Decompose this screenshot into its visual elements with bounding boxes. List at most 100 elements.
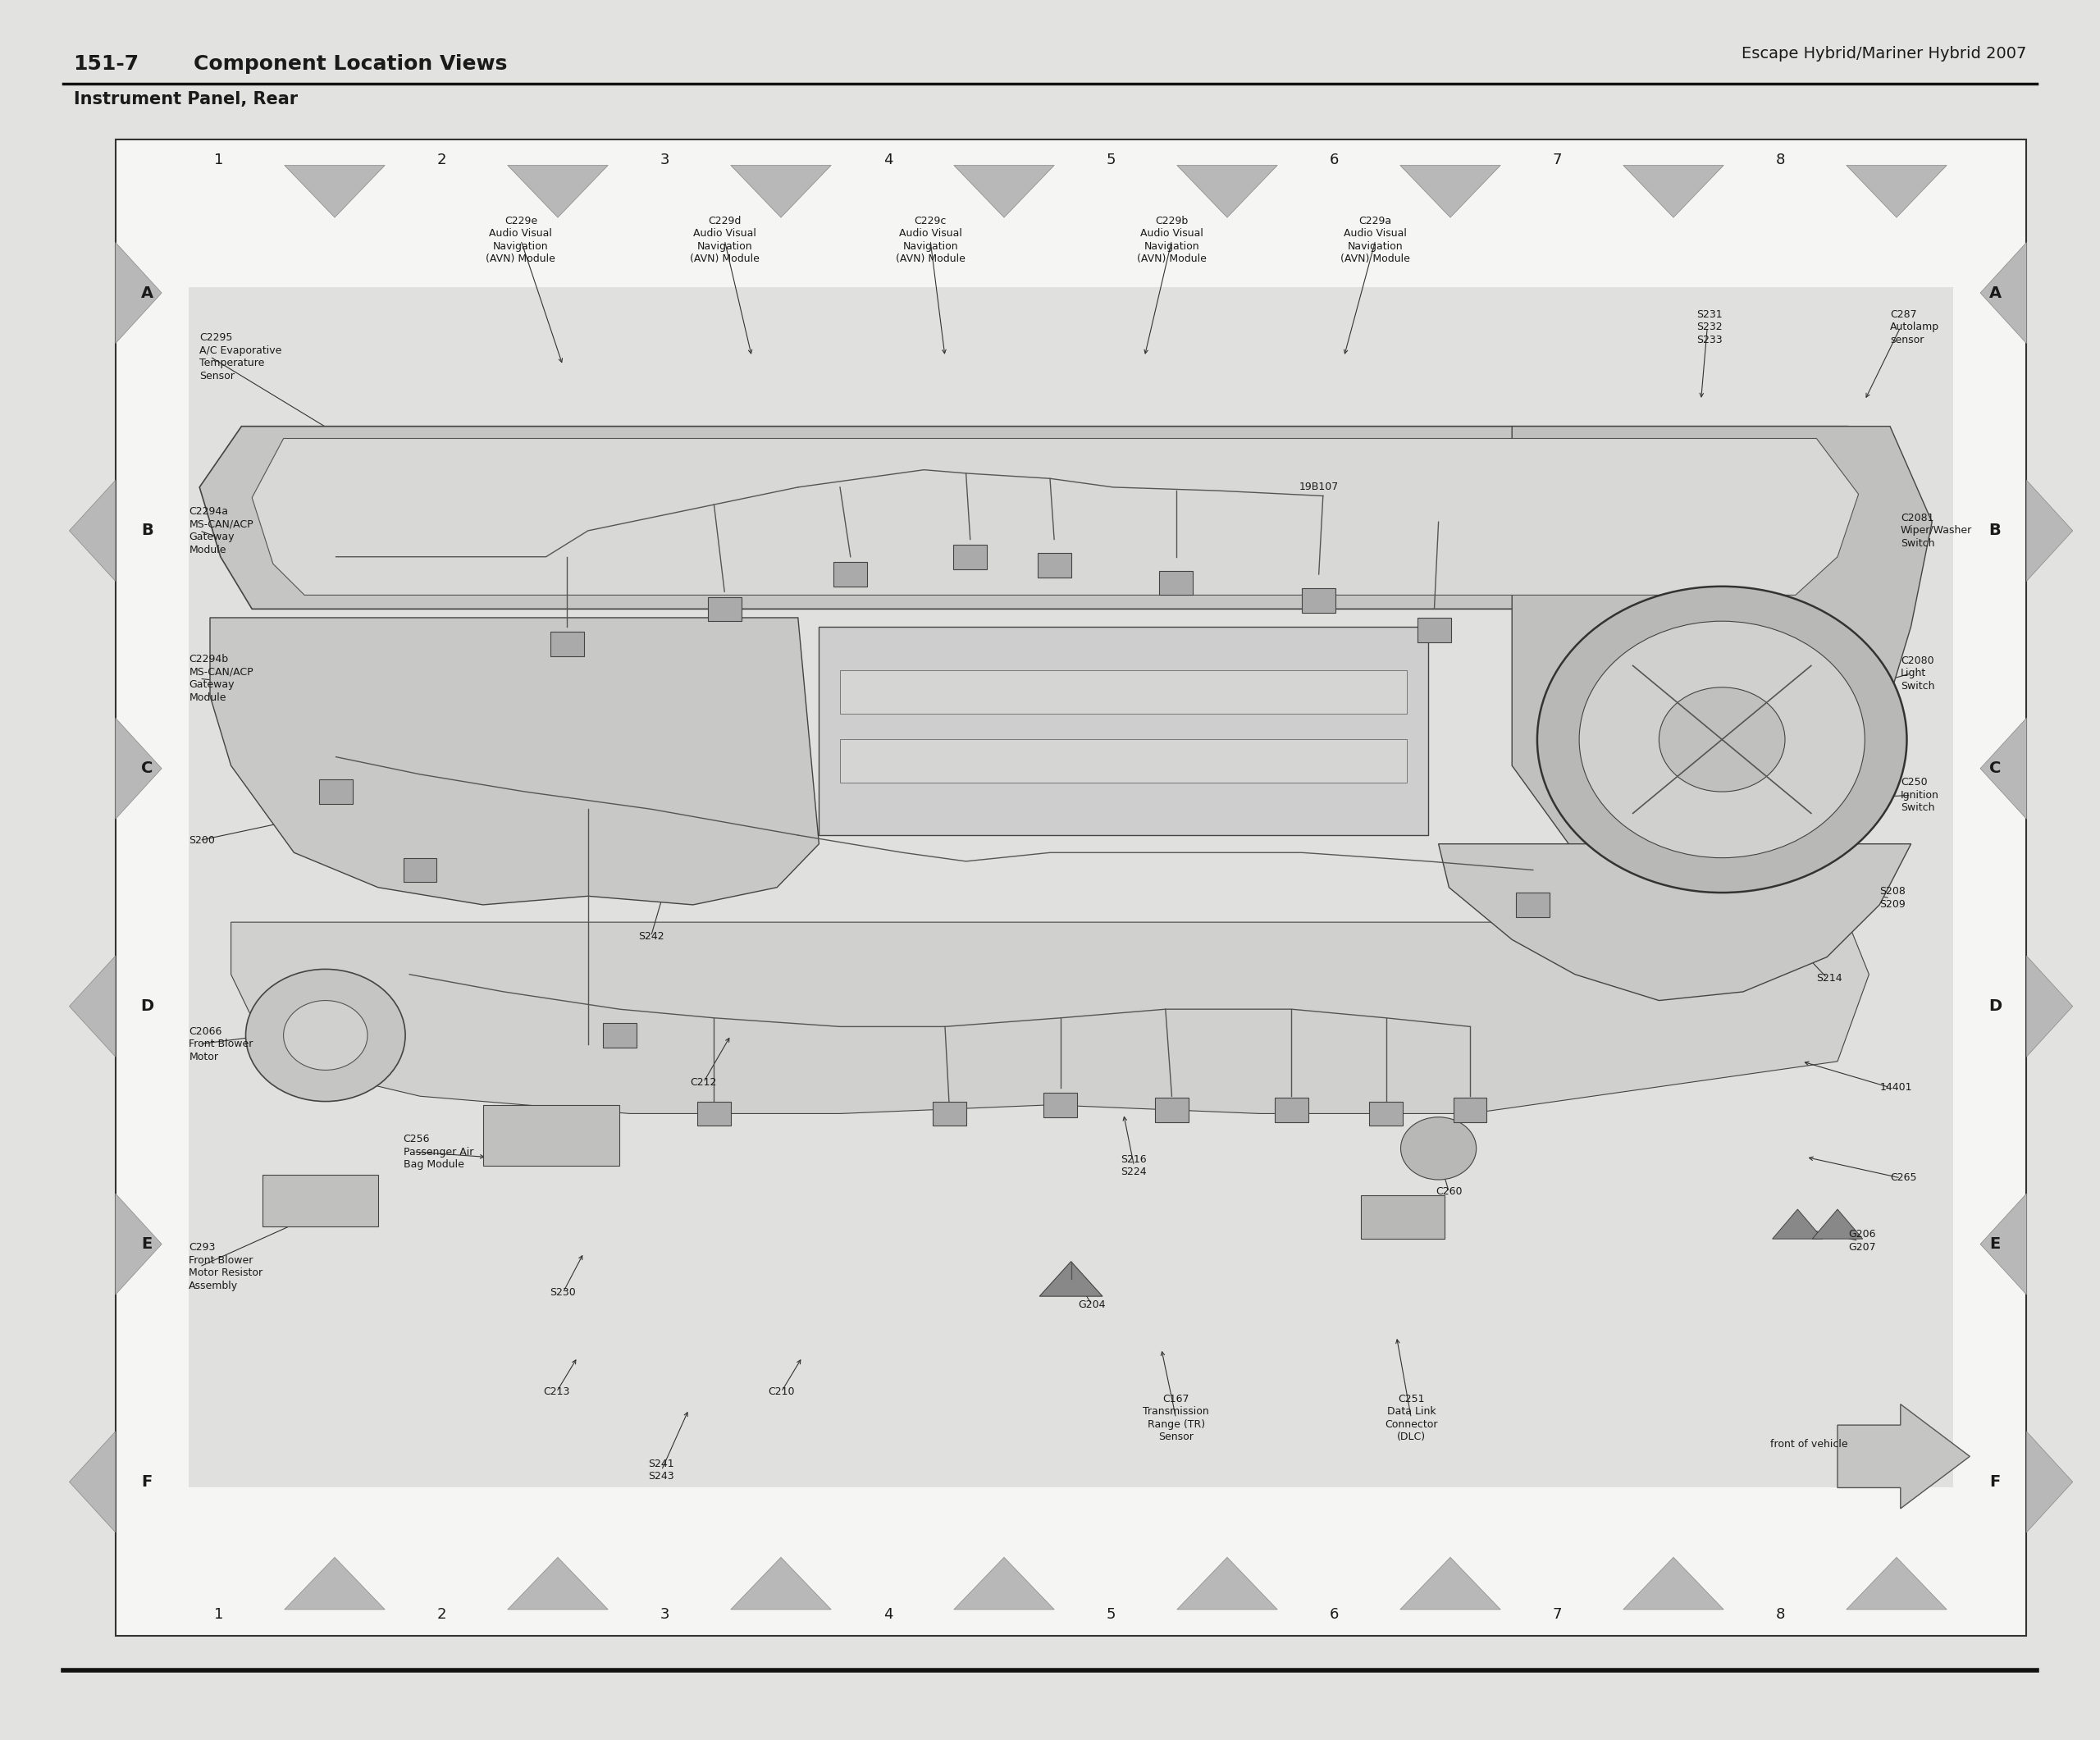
Text: C287
Autolamp
sensor: C287 Autolamp sensor xyxy=(1890,310,1938,345)
Polygon shape xyxy=(116,1194,162,1295)
Bar xyxy=(483,1105,620,1166)
Polygon shape xyxy=(284,1557,384,1610)
Bar xyxy=(840,740,1407,783)
Text: 3: 3 xyxy=(659,1608,670,1622)
Polygon shape xyxy=(1846,165,1947,218)
Text: S241
S243: S241 S243 xyxy=(649,1458,674,1482)
Text: S216
S224: S216 S224 xyxy=(1121,1154,1147,1178)
Bar xyxy=(932,1101,966,1126)
Text: S208
S209: S208 S209 xyxy=(1879,886,1905,910)
Polygon shape xyxy=(508,165,609,218)
Text: E: E xyxy=(1989,1237,2001,1251)
Polygon shape xyxy=(231,922,1869,1114)
Circle shape xyxy=(1659,687,1785,792)
Bar xyxy=(1302,588,1336,612)
Polygon shape xyxy=(508,1557,609,1610)
Polygon shape xyxy=(1512,426,1932,887)
Text: C251
Data Link
Connector
(DLC): C251 Data Link Connector (DLC) xyxy=(1384,1394,1438,1442)
Polygon shape xyxy=(69,480,116,581)
Circle shape xyxy=(1537,586,1907,893)
Text: 5: 5 xyxy=(1107,153,1115,167)
Text: E: E xyxy=(141,1237,153,1251)
Text: C210: C210 xyxy=(769,1387,794,1397)
Polygon shape xyxy=(1040,1262,1102,1296)
Text: 19B107: 19B107 xyxy=(1300,482,1338,492)
Text: D: D xyxy=(1989,999,2001,1014)
Polygon shape xyxy=(2026,955,2073,1056)
Text: C229a
Audio Visual
Navigation
(AVN) Module: C229a Audio Visual Navigation (AVN) Modu… xyxy=(1340,216,1411,264)
Polygon shape xyxy=(1772,1209,1823,1239)
Polygon shape xyxy=(116,719,162,820)
Polygon shape xyxy=(116,242,162,343)
Text: 4: 4 xyxy=(884,153,892,167)
Text: D: D xyxy=(141,999,153,1014)
Text: S242: S242 xyxy=(638,931,664,941)
Polygon shape xyxy=(731,165,832,218)
Text: C2294a
MS-CAN/ACP
Gateway
Module: C2294a MS-CAN/ACP Gateway Module xyxy=(189,506,254,555)
Polygon shape xyxy=(210,618,819,905)
Polygon shape xyxy=(1438,844,1911,1000)
Circle shape xyxy=(1401,1117,1476,1180)
Text: C: C xyxy=(1989,760,2001,776)
Text: 4: 4 xyxy=(884,1608,892,1622)
Text: C2081
Wiper/Washer
Switch: C2081 Wiper/Washer Switch xyxy=(1901,513,1972,548)
Text: B: B xyxy=(1989,524,2001,538)
Text: C167
Transmission
Range (TR)
Sensor: C167 Transmission Range (TR) Sensor xyxy=(1142,1394,1210,1442)
Text: C260: C260 xyxy=(1436,1187,1462,1197)
Text: C2295
A/C Evaporative
Temperature
Sensor: C2295 A/C Evaporative Temperature Sensor xyxy=(200,332,281,381)
Circle shape xyxy=(284,1000,368,1070)
Bar xyxy=(1275,1098,1308,1122)
Bar xyxy=(840,670,1407,713)
Text: C293
Front Blower
Motor Resistor
Assembly: C293 Front Blower Motor Resistor Assembl… xyxy=(189,1242,262,1291)
Text: C229d
Audio Visual
Navigation
(AVN) Module: C229d Audio Visual Navigation (AVN) Modu… xyxy=(689,216,760,264)
Bar xyxy=(1453,1098,1487,1122)
Text: 2: 2 xyxy=(437,153,447,167)
Text: C229c
Audio Visual
Navigation
(AVN) Module: C229c Audio Visual Navigation (AVN) Modu… xyxy=(895,216,966,264)
Text: 6: 6 xyxy=(1329,1608,1340,1622)
Bar xyxy=(1159,571,1193,595)
Text: 8: 8 xyxy=(1777,153,1785,167)
Polygon shape xyxy=(1980,719,2026,820)
Text: Instrument Panel, Rear: Instrument Panel, Rear xyxy=(74,90,298,108)
Bar xyxy=(1037,553,1071,578)
Text: C212: C212 xyxy=(691,1077,716,1088)
Bar xyxy=(953,545,987,569)
Text: C213: C213 xyxy=(544,1387,569,1397)
Bar xyxy=(1044,1093,1077,1117)
Polygon shape xyxy=(953,1557,1054,1610)
Text: front of vehicle: front of vehicle xyxy=(1770,1439,1848,1449)
Text: A: A xyxy=(141,285,153,301)
Polygon shape xyxy=(1846,1557,1947,1610)
Text: C2294b
MS-CAN/ACP
Gateway
Module: C2294b MS-CAN/ACP Gateway Module xyxy=(189,654,254,703)
Bar xyxy=(262,1175,378,1227)
Bar xyxy=(697,1101,731,1126)
Bar xyxy=(189,287,1953,1488)
Text: 8: 8 xyxy=(1777,1608,1785,1622)
Text: C265: C265 xyxy=(1890,1173,1917,1183)
Text: Escape Hybrid/Mariner Hybrid 2007: Escape Hybrid/Mariner Hybrid 2007 xyxy=(1741,47,2026,61)
Bar xyxy=(319,780,353,804)
Text: S230: S230 xyxy=(550,1288,575,1298)
Text: C250
Ignition
Switch: C250 Ignition Switch xyxy=(1901,778,1938,813)
Text: 151-7: 151-7 xyxy=(74,54,139,75)
Bar xyxy=(708,597,741,621)
Text: F: F xyxy=(1989,1474,2001,1489)
Polygon shape xyxy=(69,955,116,1056)
Bar xyxy=(1418,618,1451,642)
Bar xyxy=(1155,1098,1189,1122)
Text: Component Location Views: Component Location Views xyxy=(193,54,506,75)
Bar xyxy=(116,139,2026,1636)
Polygon shape xyxy=(1980,242,2026,343)
Polygon shape xyxy=(1838,1404,1970,1509)
Text: B: B xyxy=(141,524,153,538)
Text: 1: 1 xyxy=(214,153,223,167)
Text: 7: 7 xyxy=(1552,153,1562,167)
Polygon shape xyxy=(1623,165,1724,218)
Circle shape xyxy=(246,969,405,1101)
Text: C229b
Audio Visual
Navigation
(AVN) Module: C229b Audio Visual Navigation (AVN) Modu… xyxy=(1136,216,1207,264)
Polygon shape xyxy=(69,1432,116,1533)
Polygon shape xyxy=(2026,1432,2073,1533)
Bar xyxy=(1516,893,1550,917)
Polygon shape xyxy=(1401,1557,1502,1610)
Polygon shape xyxy=(284,165,384,218)
